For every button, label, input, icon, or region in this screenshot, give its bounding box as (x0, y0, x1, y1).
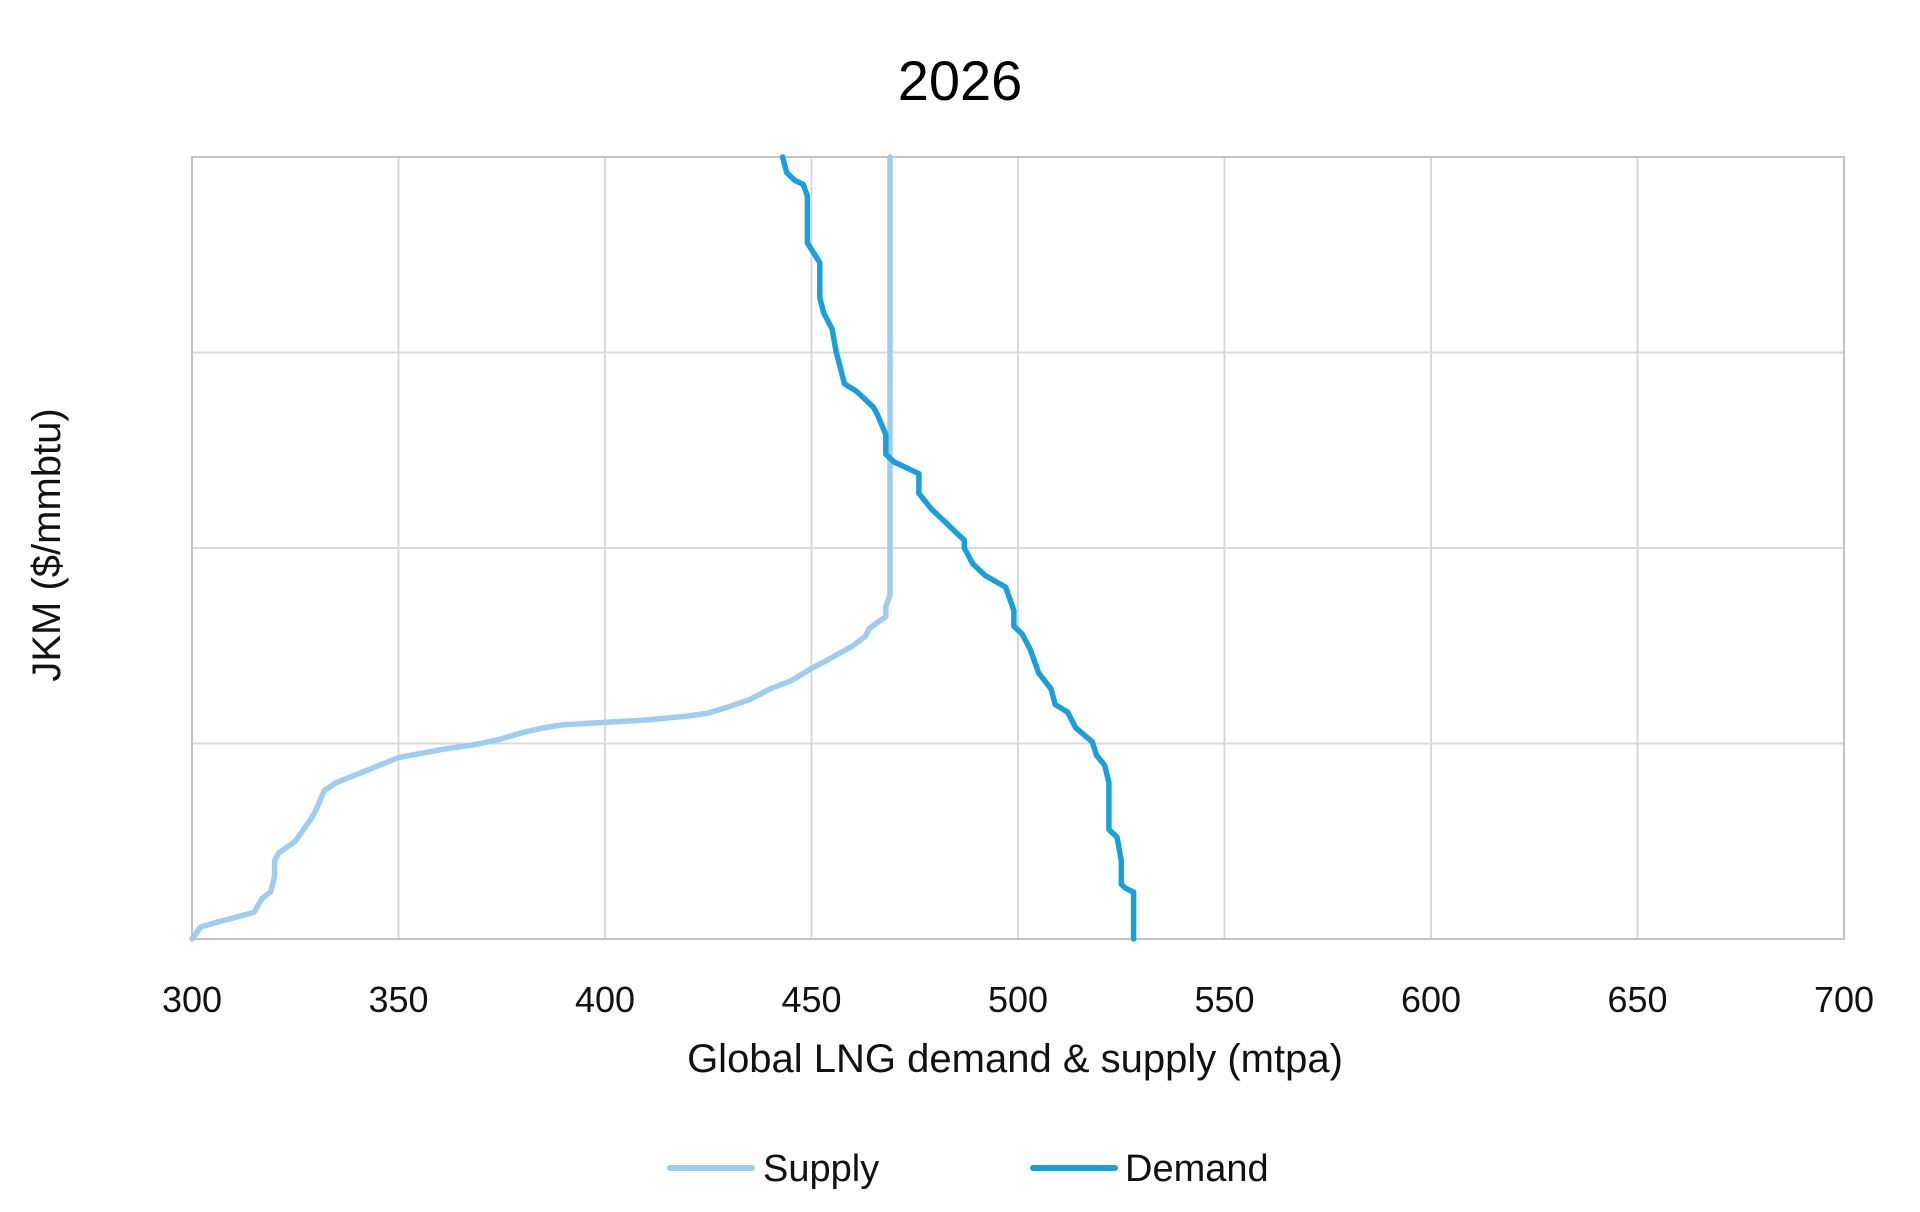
y-axis-label: JKM ($/mmbtu) (25, 408, 69, 681)
x-tick-label: 300 (162, 979, 222, 1020)
x-axis-label: Global LNG demand & supply (mtpa) (687, 1037, 1343, 1081)
legend-demand-label: Demand (1125, 1148, 1269, 1190)
x-tick-label: 450 (781, 979, 841, 1020)
series (189, 154, 1137, 942)
series-line-supply (189, 154, 893, 942)
plot-border (191, 156, 1845, 940)
chart-title: 2026 (898, 49, 1023, 112)
x-tick-label: 400 (575, 979, 635, 1020)
x-tick-label: 550 (1194, 979, 1254, 1020)
x-tick-label: 350 (368, 979, 428, 1020)
x-tick-labels: 300 350 400 450 500 550 600 650 700 (162, 979, 1874, 1020)
x-tick-label: 650 (1607, 979, 1667, 1020)
grid (191, 156, 1845, 940)
x-tick-label: 500 (988, 979, 1048, 1020)
legend: Supply Demand (667, 1148, 1269, 1190)
legend-supply-label: Supply (763, 1148, 879, 1190)
series-line-demand (779, 154, 1137, 942)
x-tick-label: 600 (1401, 979, 1461, 1020)
x-tick-label: 700 (1814, 979, 1874, 1020)
